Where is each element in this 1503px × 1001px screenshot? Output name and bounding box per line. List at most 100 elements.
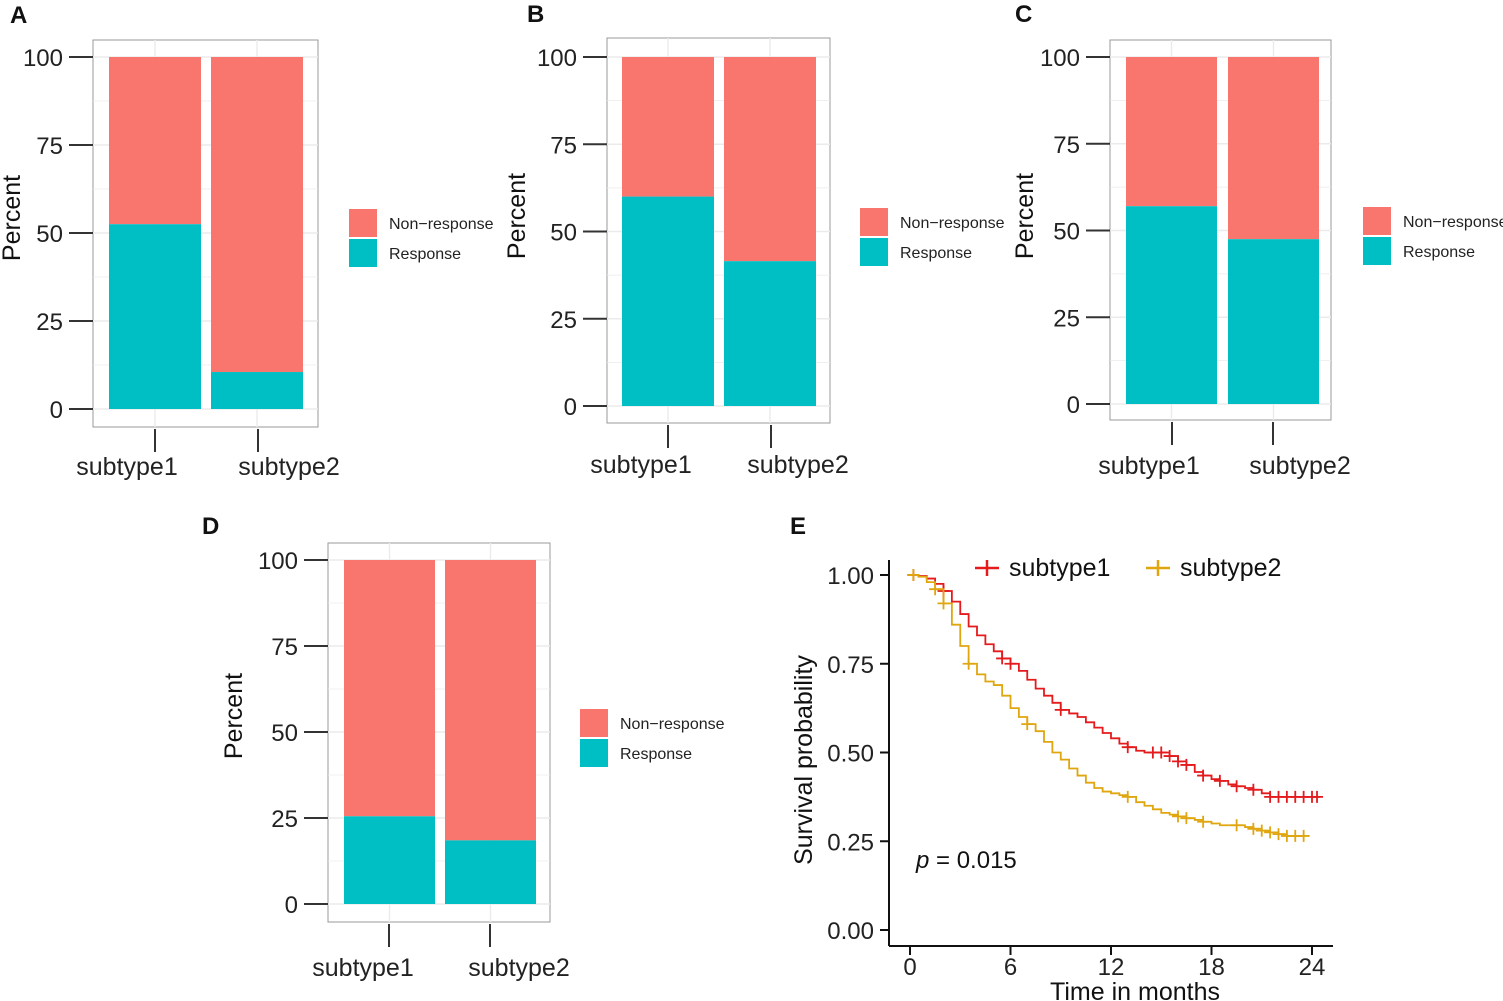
panel-c: C 0 25 50 75 100 subtype1 subtype2 Percent Non−re… (1011, 1, 1503, 480)
legend-key-subtype2 (1146, 560, 1170, 576)
censor-mark-subtype1 (1230, 780, 1243, 793)
censor-mark-subtype2 (1247, 822, 1260, 835)
p-value-symbol: p (915, 847, 929, 874)
censor-mark-subtype1 (1213, 774, 1226, 787)
y-tick-label: 0 (564, 394, 577, 421)
x-tick-label-subtype1: subtype1 (76, 453, 177, 481)
censor-mark-subtype2 (1297, 829, 1310, 842)
legend-label-response: Response (389, 246, 461, 263)
legend-key-non-response (1363, 207, 1391, 235)
legend-label-non-response: Non−response (1403, 214, 1503, 231)
bar-subtype2-non-response (1228, 57, 1319, 240)
censor-mark-subtype2 (962, 657, 975, 670)
km-curve-subtype1 (910, 574, 1321, 798)
y-tick-label: 25 (550, 307, 577, 334)
p-value-text: = 0.015 (929, 847, 1016, 874)
y-tick-label: 75 (271, 634, 298, 661)
y-axis-label: Survival probability (790, 655, 818, 865)
x-tick-label: 12 (1098, 954, 1125, 981)
y-tick-label: 0.75 (827, 652, 874, 679)
panel-a: A 0 25 50 75 100 subtype1 subtype2 Percent Non−re… (0, 2, 494, 481)
censor-mark-subtype2 (1264, 826, 1277, 839)
legend-label-response: Response (1403, 244, 1475, 261)
y-tick-label: 0 (1067, 392, 1080, 419)
censor-mark-subtype2 (1021, 718, 1034, 731)
x-tick-label: 0 (903, 954, 916, 981)
censor-mark-subtype1 (1311, 790, 1324, 803)
bar-subtype1-non-response (1126, 57, 1217, 207)
censor-mark-subtype2 (1180, 812, 1193, 825)
censor-mark-subtype1 (1155, 746, 1168, 759)
y-tick-label: 75 (36, 133, 63, 160)
panel-e: E 0.00 0.25 0.50 0.75 1.00 0 6 12 18 24 Time in mon… (790, 513, 1333, 1001)
y-axis-label: Percent (220, 673, 248, 759)
y-tick-label: 50 (1053, 219, 1080, 246)
y-tick-label: 75 (550, 132, 577, 159)
x-tick-label-subtype2: subtype2 (747, 451, 848, 479)
x-tick-label-subtype1: subtype1 (590, 451, 691, 479)
legend-label-subtype2: subtype2 (1180, 554, 1281, 582)
bar-subtype1-response (1126, 206, 1217, 404)
censor-mark-subtype2 (1272, 828, 1285, 841)
censor-mark-subtype2 (1172, 810, 1184, 823)
censor-mark-subtype1 (1121, 741, 1134, 754)
legend-key-non-response (580, 709, 608, 737)
censor-mark-subtype2 (1255, 824, 1268, 837)
km-curve-subtype2 (910, 574, 1304, 837)
x-tick-label-subtype2: subtype2 (468, 954, 569, 982)
censor-mark-subtype2 (907, 569, 920, 581)
panel-d: D 0 25 50 75 100 subtype1 subtype2 Percent Non−re… (202, 513, 725, 982)
x-tick-label-subtype2: subtype2 (1249, 452, 1350, 480)
legend-label-non-response: Non−response (620, 716, 725, 733)
y-tick-label: 100 (537, 45, 577, 72)
p-value-annotation: p = 0.015 (915, 847, 1017, 874)
legend-label-non-response: Non−response (389, 216, 494, 233)
censor-mark-subtype1 (996, 652, 1009, 665)
x-tick-label-subtype2: subtype2 (238, 453, 339, 481)
y-axis-label: Percent (503, 173, 531, 259)
y-tick-label: 100 (1040, 45, 1080, 72)
censor-mark-subtype1 (1004, 657, 1017, 670)
y-tick-label: 0 (285, 892, 298, 919)
y-tick-label: 25 (36, 309, 63, 336)
bar-subtype1-response (109, 224, 201, 409)
x-tick-label-subtype1: subtype1 (312, 954, 413, 982)
legend-label-non-response: Non−response (900, 215, 1005, 232)
x-tick-label: 24 (1299, 954, 1326, 981)
censor-mark-subtype2 (937, 597, 950, 610)
y-tick-label: 0.00 (827, 918, 874, 945)
censor-mark-subtype1 (1180, 758, 1193, 771)
censor-mark-subtype1 (1197, 769, 1210, 782)
bar-subtype2-non-response (211, 57, 303, 373)
x-axis-label: Time in months (1050, 978, 1220, 1001)
legend-key-non-response (349, 209, 377, 237)
bar-subtype1-non-response (622, 57, 714, 197)
y-tick-label: 50 (271, 720, 298, 747)
bar-subtype2-response (724, 261, 816, 406)
censor-mark-subtype1 (1247, 783, 1260, 796)
censor-mark-subtype2 (1197, 815, 1210, 828)
y-tick-label: 1.00 (827, 563, 874, 590)
bar-subtype2-non-response (445, 560, 536, 841)
bar-subtype1-non-response (344, 560, 435, 817)
y-tick-label: 0.50 (827, 741, 874, 768)
x-tick-label: 6 (1004, 954, 1017, 981)
censor-mark-subtype1 (1172, 755, 1184, 768)
bar-subtype2-response (211, 372, 303, 409)
y-tick-label: 25 (1053, 305, 1080, 332)
censor-mark-subtype2 (1230, 819, 1243, 832)
bar-subtype1-response (622, 196, 714, 406)
y-tick-label: 100 (23, 45, 63, 72)
bar-subtype1-non-response (109, 57, 201, 225)
legend-key-response (580, 739, 608, 767)
bar-subtype1-response (344, 816, 435, 904)
panel-label-c: C (1015, 1, 1032, 28)
y-tick-label: 100 (258, 548, 298, 575)
censor-mark-subtype2 (1121, 790, 1134, 803)
y-tick-label: 50 (550, 220, 577, 247)
legend-key-subtype1 (975, 560, 999, 576)
panel-label-e: E (790, 513, 806, 540)
censor-mark-subtype1 (1054, 703, 1067, 716)
y-axis-label: Percent (1011, 173, 1039, 259)
